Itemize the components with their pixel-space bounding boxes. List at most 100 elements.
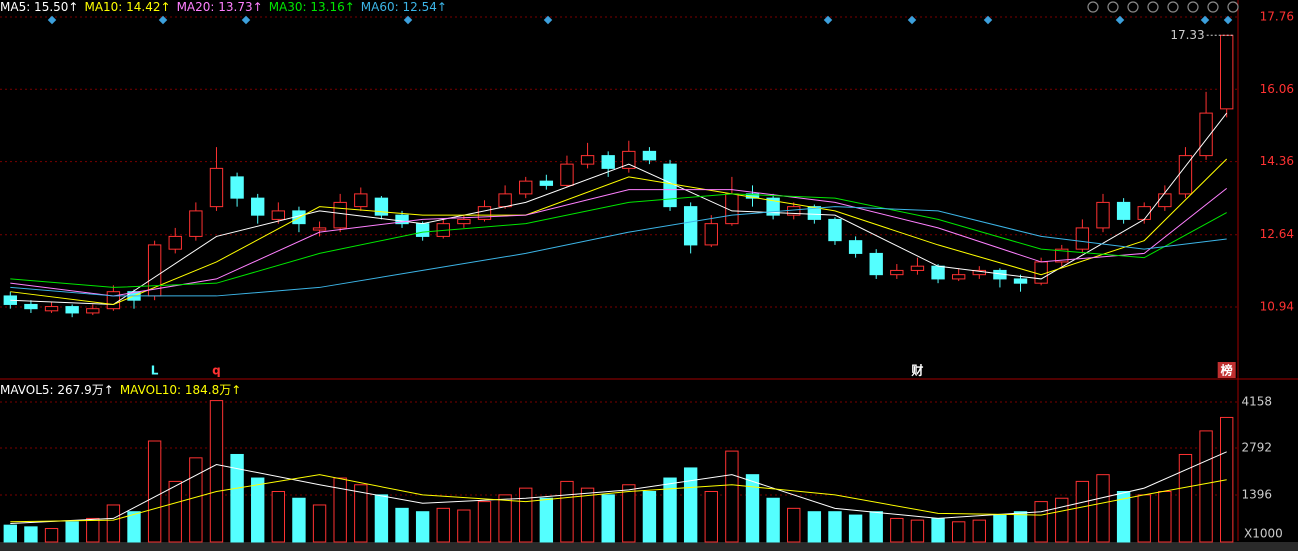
volume-bar — [251, 477, 265, 543]
candle-body — [1096, 201, 1110, 229]
volume-bar — [745, 474, 760, 543]
volume-bar — [292, 497, 306, 543]
candle-body — [1034, 261, 1048, 284]
volume-bar — [519, 487, 533, 543]
candle-body — [312, 227, 327, 231]
tool-icon[interactable] — [1187, 1, 1199, 13]
candle-body — [828, 218, 842, 242]
candle-body — [498, 193, 512, 208]
ma-line — [10, 451, 1227, 524]
volume-bar — [1116, 491, 1131, 543]
tool-icon[interactable] — [1167, 1, 1179, 13]
candle-body — [65, 306, 79, 314]
candle-body — [519, 180, 533, 195]
volume-bar — [951, 521, 966, 543]
volume-bar — [1013, 511, 1028, 543]
volume-bar — [436, 507, 450, 543]
volume-bar — [972, 519, 986, 543]
annotation: 榜 — [1221, 363, 1233, 378]
ma-legend: MA5: 15.50↑ MA10: 14.42↑ MA20: 13.73↑ MA30:… — [0, 0, 453, 14]
candle-body — [1055, 248, 1069, 263]
volume-bar — [209, 400, 224, 543]
volume-bar — [65, 521, 79, 543]
legend-entry: MA60: 12.54↑ — [360, 0, 447, 14]
volume-bar — [580, 487, 595, 543]
candle-body — [333, 201, 347, 229]
candle-body — [1013, 278, 1028, 284]
volume-bar — [766, 497, 780, 543]
event-marker — [403, 15, 413, 25]
legend-entry: MAVOL5: 267.9万↑ — [0, 383, 114, 397]
legend-entry: MA20: 13.73↑ — [176, 0, 263, 14]
volume-bar — [86, 517, 100, 543]
volume-unit: X1000 — [1244, 527, 1283, 541]
candle-body — [106, 291, 121, 310]
annotation-bg — [1217, 362, 1236, 378]
tab-strip[interactable] — [0, 542, 1298, 551]
candle-body — [354, 193, 368, 208]
candle-body — [622, 150, 636, 169]
volume-bar — [1220, 416, 1234, 543]
candle-body — [1116, 201, 1131, 220]
candle-body — [457, 218, 471, 225]
ma-line — [10, 193, 1227, 288]
candle-body — [848, 240, 863, 254]
candle-body — [663, 163, 677, 208]
tool-icon[interactable] — [1227, 1, 1239, 13]
candle-body — [807, 206, 822, 220]
volume-bar — [230, 453, 244, 543]
candle-body — [1199, 112, 1213, 157]
y-tick-label: 12.64 — [1260, 227, 1294, 241]
y-tick-label: 4158 — [1241, 395, 1272, 409]
candle-body — [44, 306, 59, 312]
candle-body — [642, 150, 657, 161]
volume-bar — [457, 509, 471, 543]
volume-bar — [477, 501, 492, 543]
volume-bar — [910, 519, 925, 543]
volume-bar — [415, 511, 430, 543]
volume-bar — [106, 504, 121, 543]
candle-body — [271, 210, 286, 220]
y-tick-label: 10.94 — [1260, 299, 1294, 313]
volume-bar — [848, 514, 863, 543]
volume-bar — [1178, 453, 1193, 543]
ma-line — [10, 206, 1227, 297]
tool-icon[interactable] — [1127, 1, 1139, 13]
tool-icon[interactable] — [1147, 1, 1159, 13]
volume-bar — [1034, 501, 1048, 543]
volume-bar — [312, 504, 327, 543]
tool-icon[interactable] — [1207, 1, 1219, 13]
candle-body — [86, 308, 100, 314]
candle-body — [972, 269, 986, 276]
tool-icon[interactable] — [1087, 1, 1099, 13]
volume-bar — [1199, 430, 1213, 543]
candle-body — [951, 274, 966, 280]
tool-icon[interactable] — [1107, 1, 1119, 13]
volume-bar — [560, 480, 574, 543]
volume-bar — [127, 511, 141, 543]
y-tick-label: 2792 — [1241, 441, 1272, 455]
legend-entry: MA10: 14.42↑ — [84, 0, 171, 14]
volume-bar — [189, 457, 203, 543]
candle-body — [910, 265, 925, 271]
annotation: L — [151, 364, 159, 378]
candle-body — [580, 155, 595, 165]
volume-bar — [890, 517, 904, 543]
volume-bar — [1075, 480, 1090, 543]
ma-line — [10, 158, 1228, 305]
y-tick-label: 17.76 — [1260, 10, 1294, 24]
volume-bar — [168, 480, 182, 543]
volume-bar — [271, 491, 286, 543]
ma-line — [10, 187, 1228, 297]
volume-bar — [704, 491, 718, 543]
candle-body — [189, 210, 203, 237]
candle-body — [395, 214, 409, 225]
candle-body — [869, 252, 883, 276]
legend-entry: MAVOL10: 184.8万↑ — [119, 383, 242, 397]
annotation: 财 — [910, 363, 923, 378]
volume-bar — [395, 507, 409, 543]
candle-body — [415, 223, 430, 237]
candle-body — [168, 235, 182, 250]
volume-bar — [642, 491, 657, 543]
